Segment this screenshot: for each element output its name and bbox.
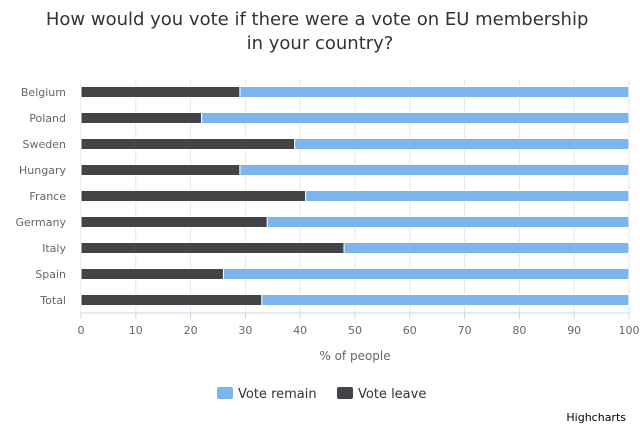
legend-item-vote-leave[interactable]: Vote leave [337, 387, 426, 402]
legend-swatch-vote-leave [337, 387, 353, 399]
category-labels: Belgium Poland Sweden Hungary France Germany I… [15, 86, 66, 307]
x-tick-label-100: 100 [619, 324, 640, 337]
credits-link[interactable]: Highcharts [566, 411, 626, 424]
chart-title-line-1: How would you vote if there were a vote … [46, 9, 589, 30]
bar-vote-remain-poland[interactable] [201, 112, 630, 124]
bar-vote-remain-sweden[interactable] [294, 138, 630, 150]
category-label-sweden: Sweden [23, 138, 66, 151]
bar-vote-remain-germany[interactable] [266, 216, 630, 228]
legend-label-vote-leave: Vote leave [358, 387, 426, 402]
x-tick-label-10: 10 [129, 324, 143, 337]
bar-vote-remain-spain[interactable] [222, 268, 630, 280]
bar-vote-remain-belgium[interactable] [239, 86, 630, 98]
category-label-italy: Italy [42, 242, 66, 255]
x-tick-label-70: 70 [458, 324, 472, 337]
bar-vote-leave-spain[interactable] [80, 268, 224, 280]
category-label-germany: Germany [15, 216, 66, 229]
x-tick-label-30: 30 [238, 324, 252, 337]
x-axis-title: % of people [319, 349, 390, 363]
legend: Vote remain Vote leave [217, 387, 426, 402]
bar-vote-leave-total[interactable] [80, 294, 263, 306]
x-tick-label-20: 20 [184, 324, 198, 337]
x-tick-label-40: 40 [293, 324, 307, 337]
bar-vote-leave-france[interactable] [80, 190, 307, 202]
bar-vote-remain-hungary[interactable] [239, 164, 630, 176]
category-label-spain: Spain [35, 268, 66, 281]
bar-vote-leave-germany[interactable] [80, 216, 268, 228]
x-axis-ticks: 0 10 20 30 40 50 60 70 80 90 100 [78, 324, 640, 337]
category-label-france: France [29, 190, 66, 203]
bar-vote-leave-poland[interactable] [80, 112, 203, 124]
bar-vote-leave-italy[interactable] [80, 242, 345, 254]
bars [80, 86, 630, 306]
x-tick-label-60: 60 [403, 324, 417, 337]
bar-vote-remain-total[interactable] [261, 294, 630, 306]
chart-title: How would you vote if there were a vote … [46, 9, 594, 54]
category-label-poland: Poland [29, 112, 66, 125]
x-tick-label-50: 50 [348, 324, 362, 337]
chart-title-line-2: in your country? [247, 33, 394, 54]
legend-label-vote-remain: Vote remain [238, 387, 317, 402]
x-tick-label-80: 80 [512, 324, 526, 337]
bar-vote-remain-italy[interactable] [343, 242, 630, 254]
legend-swatch-vote-remain [217, 387, 233, 399]
x-tick-label-0: 0 [78, 324, 85, 337]
bar-vote-leave-sweden[interactable] [80, 138, 296, 150]
bar-vote-leave-hungary[interactable] [80, 164, 241, 176]
bar-vote-remain-france[interactable] [305, 190, 630, 202]
category-label-belgium: Belgium [21, 86, 66, 99]
x-tick-label-90: 90 [567, 324, 581, 337]
bar-vote-leave-belgium[interactable] [80, 86, 241, 98]
legend-item-vote-remain[interactable]: Vote remain [217, 387, 317, 402]
category-label-hungary: Hungary [19, 164, 66, 177]
category-label-total: Total [39, 294, 66, 307]
